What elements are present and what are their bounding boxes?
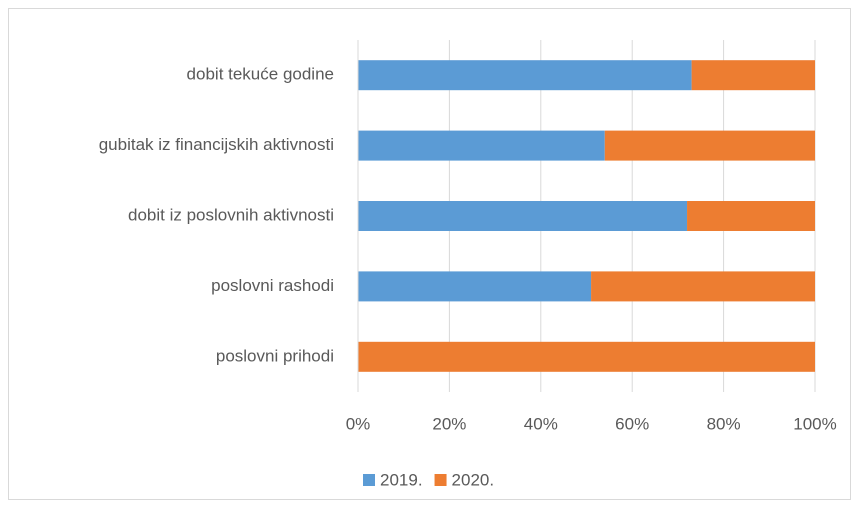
bar-segment — [358, 60, 692, 91]
legend-swatch — [434, 474, 447, 486]
y-tick-label: poslovni prihodi — [216, 346, 334, 365]
bar-segment — [591, 271, 815, 302]
bar-segment — [687, 201, 815, 231]
bar-segment — [358, 201, 688, 231]
bar-segment — [691, 60, 815, 91]
x-tick-label: 100% — [793, 414, 836, 433]
bar-segment — [358, 341, 815, 372]
bar-segment — [358, 271, 592, 302]
legend-label: 2020. — [452, 470, 495, 489]
x-tick-label: 60% — [615, 414, 649, 433]
legend-label: 2019. — [380, 470, 423, 489]
bar-segment — [604, 130, 815, 161]
legend-swatch — [363, 474, 375, 486]
chart-border — [8, 8, 851, 500]
bar-segment — [358, 130, 605, 161]
y-tick-label: poslovni rashodi — [211, 276, 334, 295]
x-tick-label: 80% — [707, 414, 741, 433]
x-tick-label: 40% — [524, 414, 558, 433]
y-tick-label: gubitak iz financijskih aktivnosti — [99, 135, 334, 154]
y-tick-label: dobit tekuće godine — [187, 65, 334, 84]
x-tick-label: 0% — [346, 414, 371, 433]
x-tick-label: 20% — [432, 414, 466, 433]
y-tick-label: dobit iz poslovnih aktivnosti — [128, 205, 334, 224]
